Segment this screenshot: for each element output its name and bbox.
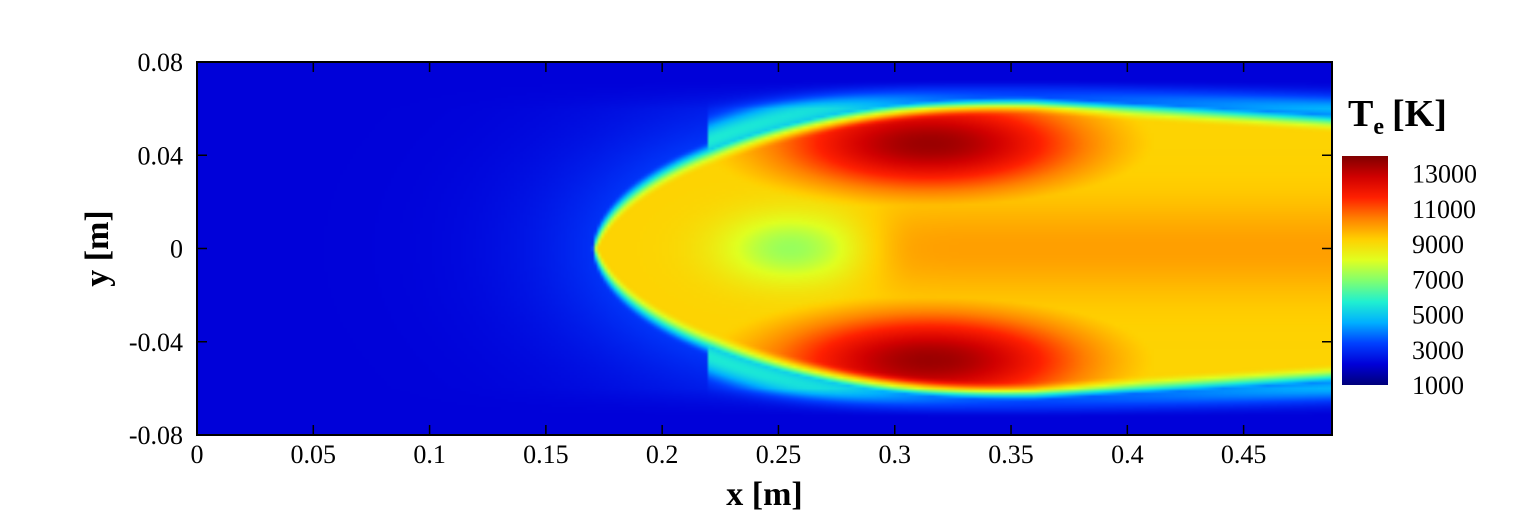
x-axis-title: x [m] [726, 476, 802, 513]
colorbar-title-symbol: T [1348, 93, 1373, 135]
colorbar-tick-label: 11000 [1412, 195, 1476, 224]
colorbar-tick-label: 9000 [1412, 230, 1464, 259]
colorbar-title-unit: [K] [1392, 93, 1447, 135]
x-tick-label: 0.15 [523, 440, 569, 469]
colorbar-tick-label: 13000 [1412, 160, 1477, 189]
y-tick-label: 0.08 [138, 48, 184, 77]
colorbar-title: Te [K] [1348, 93, 1447, 140]
colorbar-tick-label: 5000 [1412, 301, 1464, 330]
colorbar-title-subscript: e [1373, 114, 1384, 140]
x-tick-label: 0.05 [291, 440, 337, 469]
colorbar-tick-label: 1000 [1412, 371, 1464, 400]
plot-area [196, 61, 1333, 436]
y-tick-label: 0 [170, 235, 183, 264]
x-tick-label: 0.4 [1111, 440, 1144, 469]
colorbar-tick-label: 3000 [1412, 336, 1464, 365]
x-tick-label: 0.25 [756, 440, 802, 469]
x-axis: 0 0.05 0.1 0.15 0.2 0.25 0.3 0.35 0.4 0.45 [191, 62, 1267, 469]
temperature-field [197, 62, 1332, 435]
colorbar-tick-label: 7000 [1412, 265, 1464, 294]
colorbar-gradient [1342, 156, 1388, 385]
x-tick-label: 0.1 [413, 440, 446, 469]
x-tick-label: 0 [191, 440, 204, 469]
y-tick-label: -0.08 [129, 421, 183, 450]
x-tick-label: 0.3 [878, 440, 911, 469]
x-tick-label: 0.35 [988, 440, 1034, 469]
colorbar: 13000 11000 9000 7000 5000 3000 1000 [1342, 156, 1477, 400]
y-tick-label: -0.04 [129, 328, 183, 357]
y-axis-title: y [m] [79, 210, 116, 286]
y-tick-label: 0.04 [138, 141, 184, 170]
x-tick-label: 0.2 [646, 440, 679, 469]
y-axis: 0.08 0.04 0 -0.04 -0.08 [129, 48, 1332, 450]
x-tick-label: 0.45 [1221, 440, 1267, 469]
